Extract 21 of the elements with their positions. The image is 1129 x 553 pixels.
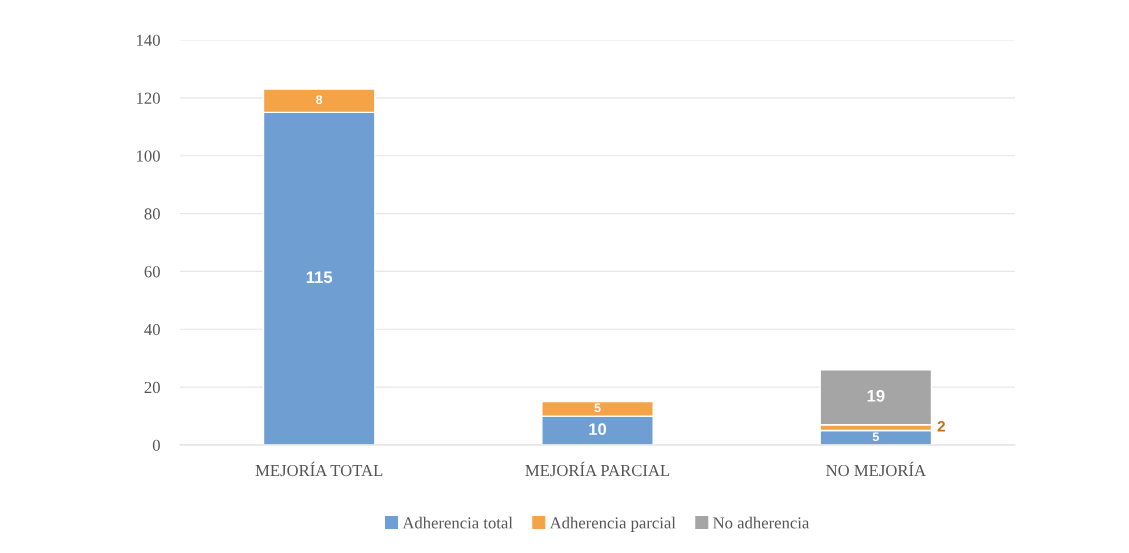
x-tick-label: MEJORÍA PARCIAL	[525, 461, 670, 477]
y-tick-label: 120	[137, 92, 160, 104]
legend-label: Adherencia total	[402, 516, 513, 529]
y-tick-label: 100	[137, 150, 160, 162]
y-tick-label: 20	[144, 381, 160, 394]
y-tick-label: 0	[152, 439, 160, 451]
legend-label: No adherencia	[713, 516, 810, 529]
x-tick-label: NO MEJORÍA	[826, 461, 926, 477]
x-tick-label: MEJORÍA TOTAL	[255, 461, 383, 477]
y-tick-label: 40	[144, 323, 160, 336]
data-label: 2	[937, 420, 945, 432]
data-label: 10	[589, 423, 607, 436]
y-tick-label: 80	[144, 208, 160, 220]
y-tick-label: 140	[137, 34, 160, 46]
y-tick-label: 60	[144, 266, 160, 278]
data-label: 8	[316, 95, 323, 105]
legend-label: Adherencia parcial	[549, 516, 676, 532]
data-label: 5	[872, 432, 879, 442]
data-label: 115	[306, 271, 333, 284]
data-label: 5	[594, 403, 601, 413]
data-label: 19	[867, 389, 885, 402]
